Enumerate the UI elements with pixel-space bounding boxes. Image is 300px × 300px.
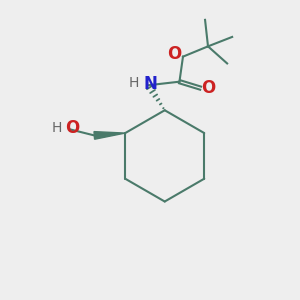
Text: O: O <box>201 79 215 97</box>
Polygon shape <box>94 132 125 139</box>
Text: N: N <box>143 75 157 93</box>
Text: O: O <box>167 45 181 63</box>
Text: H: H <box>129 76 139 91</box>
Text: O: O <box>65 119 80 137</box>
Text: H: H <box>52 121 62 135</box>
